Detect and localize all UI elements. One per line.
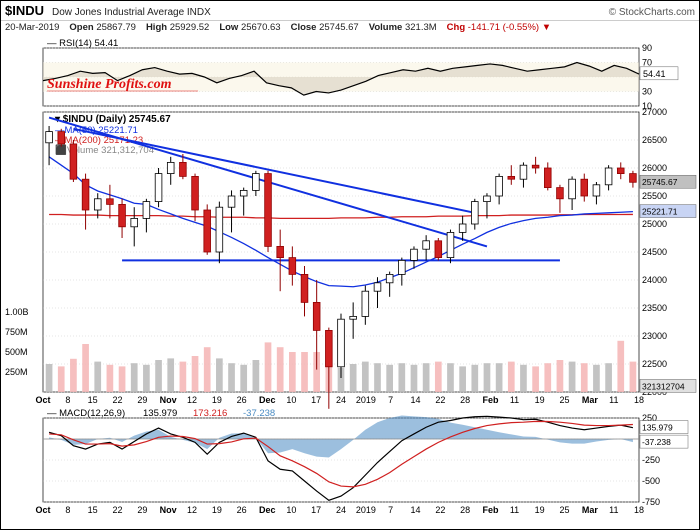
svg-text:23500: 23500 — [642, 303, 667, 313]
svg-text:-250: -250 — [642, 455, 660, 465]
svg-text:22: 22 — [435, 505, 445, 515]
svg-text:90: 90 — [642, 43, 652, 53]
svg-text:15: 15 — [88, 505, 98, 515]
svg-text:Dec: Dec — [259, 505, 276, 515]
ticker-name: Dow Jones Industrial Average INDX — [52, 7, 211, 18]
svg-text:— MACD(12,26,9): — MACD(12,26,9) — [47, 408, 125, 419]
svg-text:19: 19 — [212, 395, 222, 405]
svg-text:19: 19 — [535, 505, 545, 515]
svg-text:Sunshine Profits.com: Sunshine Profits.com — [47, 77, 172, 92]
svg-text:Feb: Feb — [483, 395, 500, 405]
svg-text:11: 11 — [609, 395, 618, 405]
ohlc-chg: Chg -141.71 (-0.55%) ▼ — [447, 22, 551, 33]
source-attribution: © StockCharts.com — [609, 7, 695, 18]
ticker-symbol: $INDU — [5, 3, 44, 18]
svg-text:173.216: 173.216 — [193, 408, 227, 419]
ohlc-low: Low 25670.63 — [219, 22, 280, 33]
svg-text:29: 29 — [137, 505, 147, 515]
stock-chart: $INDU Dow Jones Industrial Average INDX … — [0, 0, 700, 530]
svg-text:30: 30 — [642, 87, 652, 97]
svg-text:Nov: Nov — [160, 395, 177, 405]
svg-text:12: 12 — [187, 395, 197, 405]
svg-text:11: 11 — [510, 395, 519, 405]
svg-text:15: 15 — [88, 395, 98, 405]
ohlc-open: Open 25867.79 — [69, 22, 136, 33]
svg-text:24: 24 — [336, 395, 346, 405]
svg-text:25500: 25500 — [642, 191, 667, 201]
svg-text:7: 7 — [388, 505, 393, 515]
svg-text:— RSI(14) 54.41: — RSI(14) 54.41 — [47, 38, 118, 49]
svg-text:23000: 23000 — [642, 331, 667, 341]
svg-text:14: 14 — [411, 395, 421, 405]
svg-text:27000: 27000 — [642, 107, 667, 117]
svg-text:12: 12 — [187, 505, 197, 515]
svg-text:11: 11 — [510, 505, 519, 515]
svg-text:8: 8 — [65, 395, 70, 405]
svg-text:18: 18 — [634, 395, 644, 405]
svg-text:-37.238: -37.238 — [642, 437, 671, 447]
svg-text:135.979: 135.979 — [143, 408, 177, 419]
svg-text:Oct: Oct — [36, 505, 51, 515]
svg-text:750M: 750M — [5, 327, 28, 337]
chart-svg: — RSI(14) 54.41907050301054.41Sunshine P… — [1, 34, 699, 529]
svg-text:22: 22 — [113, 505, 123, 515]
svg-text:17: 17 — [311, 395, 321, 405]
svg-text:22: 22 — [435, 395, 445, 405]
svg-text:26500: 26500 — [642, 135, 667, 145]
svg-text:19: 19 — [212, 505, 222, 515]
svg-text:24500: 24500 — [642, 247, 667, 257]
svg-text:29: 29 — [137, 395, 147, 405]
svg-text:1.00B: 1.00B — [5, 307, 29, 317]
svg-text:7: 7 — [388, 395, 393, 405]
svg-text:250M: 250M — [5, 367, 28, 377]
svg-text:17: 17 — [311, 505, 321, 515]
svg-text:500M: 500M — [5, 347, 28, 357]
chart-header: $INDU Dow Jones Industrial Average INDX … — [1, 1, 699, 21]
svg-text:25745.67: 25745.67 — [642, 177, 678, 187]
svg-text:321312704: 321312704 — [642, 381, 685, 391]
ohlc-close: Close 25745.67 — [291, 22, 359, 33]
svg-text:24: 24 — [336, 505, 346, 515]
svg-text:10: 10 — [286, 505, 296, 515]
svg-text:22500: 22500 — [642, 359, 667, 369]
svg-text:25000: 25000 — [642, 219, 667, 229]
ohlc-vol: Volume 321.3M — [369, 22, 437, 33]
svg-text:-750: -750 — [642, 497, 660, 507]
svg-text:2019: 2019 — [356, 505, 376, 515]
svg-text:25221.71: 25221.71 — [642, 207, 678, 217]
svg-text:22: 22 — [113, 395, 123, 405]
svg-text:2019: 2019 — [356, 395, 376, 405]
ohlc-row: 20-Mar-2019 Open 25867.79 High 25929.52 … — [1, 21, 699, 34]
svg-text:11: 11 — [609, 505, 618, 515]
svg-text:25: 25 — [560, 395, 570, 405]
svg-text:18: 18 — [634, 505, 644, 515]
svg-text:Oct: Oct — [36, 395, 51, 405]
svg-text:28: 28 — [460, 505, 470, 515]
svg-text:54.41: 54.41 — [643, 69, 666, 79]
svg-text:8: 8 — [65, 505, 70, 515]
svg-text:14: 14 — [411, 505, 421, 515]
ohlc-date: 20-Mar-2019 — [5, 22, 59, 33]
svg-text:28: 28 — [460, 395, 470, 405]
svg-text:Feb: Feb — [483, 505, 500, 515]
svg-text:135.979: 135.979 — [642, 423, 673, 433]
svg-text:Mar: Mar — [582, 395, 599, 405]
ohlc-high: High 25929.52 — [146, 22, 209, 33]
svg-text:24000: 24000 — [642, 275, 667, 285]
svg-text:26: 26 — [237, 395, 247, 405]
svg-text:26000: 26000 — [642, 163, 667, 173]
svg-text:-500: -500 — [642, 476, 660, 486]
svg-text:-37.238: -37.238 — [243, 408, 275, 419]
svg-text:19: 19 — [535, 395, 545, 405]
svg-text:70: 70 — [642, 58, 652, 68]
svg-text:10: 10 — [286, 395, 296, 405]
svg-text:Nov: Nov — [160, 505, 177, 515]
svg-text:25: 25 — [560, 505, 570, 515]
svg-text:26: 26 — [237, 505, 247, 515]
svg-text:Mar: Mar — [582, 505, 599, 515]
svg-text:Dec: Dec — [259, 395, 276, 405]
